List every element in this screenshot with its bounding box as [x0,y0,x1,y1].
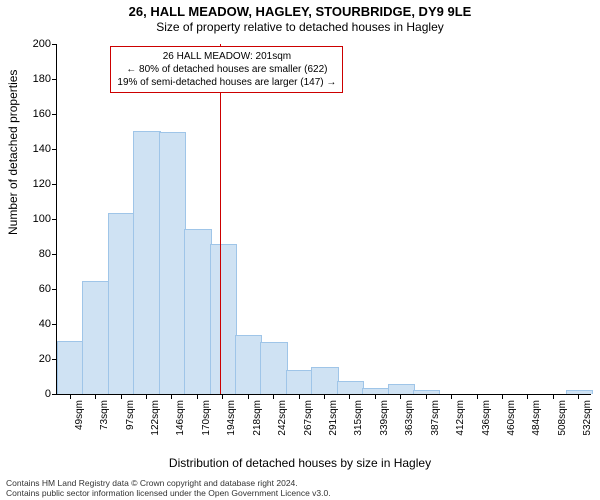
histogram-bar [413,390,440,395]
x-tick-mark [400,394,401,399]
x-tick-mark [146,394,147,399]
y-tick-mark [52,44,57,45]
x-tick-label: 194sqm [226,400,230,436]
x-tick-label: 436sqm [481,400,485,436]
x-tick-mark [349,394,350,399]
y-tick-label: 100 [21,213,51,225]
y-tick-label: 60 [21,283,51,295]
x-tick-mark [222,394,223,399]
x-tick-label: 412sqm [455,400,459,436]
histogram-bar [57,341,84,395]
histogram-bar [108,213,135,394]
x-tick-label: 267sqm [303,400,307,436]
x-tick-mark [273,394,274,399]
x-tick-mark [95,394,96,399]
x-tick-label: 49sqm [74,400,78,430]
y-tick-mark [52,79,57,80]
histogram-bar [235,335,262,394]
footer-attribution: Contains HM Land Registry data © Crown c… [6,478,331,498]
x-tick-mark [451,394,452,399]
chart-subtitle: Size of property relative to detached ho… [0,19,600,34]
info-box-line: 26 HALL MEADOW: 201sqm [117,50,336,63]
x-tick-mark [197,394,198,399]
histogram-bar [337,381,364,394]
histogram-bar [184,229,211,395]
x-tick-label: 146sqm [175,400,179,436]
x-tick-mark [527,394,528,399]
histogram-bar [133,131,160,395]
histogram-bar [311,367,338,394]
x-tick-mark [171,394,172,399]
y-tick-label: 180 [21,73,51,85]
y-tick-mark [52,184,57,185]
x-tick-mark [578,394,579,399]
histogram-bar [210,244,237,394]
x-tick-label: 73sqm [99,400,103,430]
x-tick-label: 387sqm [430,400,434,436]
histogram-bar [82,281,109,394]
info-box-line: 19% of semi-detached houses are larger (… [117,76,336,89]
x-tick-label: 363sqm [404,400,408,436]
footer-line2: Contains public sector information licen… [6,488,331,498]
histogram-bar [362,388,389,394]
x-tick-mark [299,394,300,399]
x-tick-label: 339sqm [379,400,383,436]
plot-area: 02040608010012014016018020049sqm73sqm97s… [56,44,591,395]
chart-title: 26, HALL MEADOW, HAGLEY, STOURBRIDGE, DY… [0,0,600,19]
y-tick-label: 120 [21,178,51,190]
x-tick-label: 218sqm [252,400,256,436]
x-tick-mark [502,394,503,399]
y-tick-label: 200 [21,38,51,50]
x-tick-label: 170sqm [201,400,205,436]
x-tick-label: 532sqm [582,400,586,436]
x-tick-label: 484sqm [531,400,535,436]
marker-line [220,44,221,394]
x-tick-mark [70,394,71,399]
x-tick-mark [553,394,554,399]
x-tick-label: 508sqm [557,400,561,436]
x-tick-mark [375,394,376,399]
x-tick-label: 97sqm [125,400,129,430]
x-tick-label: 315sqm [353,400,357,436]
y-tick-label: 140 [21,143,51,155]
info-box-line: ← 80% of detached houses are smaller (62… [117,63,336,76]
x-tick-label: 291sqm [328,400,332,436]
x-tick-label: 460sqm [506,400,510,436]
x-tick-mark [324,394,325,399]
y-tick-label: 0 [21,388,51,400]
x-axis-label: Distribution of detached houses by size … [0,456,600,470]
y-tick-mark [52,289,57,290]
y-tick-label: 40 [21,318,51,330]
histogram-bar [388,384,415,394]
y-tick-mark [52,324,57,325]
y-axis-label: Number of detached properties [6,70,20,235]
y-tick-label: 20 [21,353,51,365]
y-tick-label: 160 [21,108,51,120]
x-tick-mark [121,394,122,399]
x-tick-mark [426,394,427,399]
y-tick-mark [52,219,57,220]
y-tick-label: 80 [21,248,51,260]
histogram-bar [159,132,186,394]
x-tick-label: 242sqm [277,400,281,436]
x-tick-mark [248,394,249,399]
x-tick-mark [477,394,478,399]
histogram-bar [260,342,287,394]
y-tick-mark [52,254,57,255]
y-tick-mark [52,394,57,395]
info-box: 26 HALL MEADOW: 201sqm← 80% of detached … [110,46,343,93]
histogram-bar [286,370,313,394]
y-tick-mark [52,114,57,115]
footer-line1: Contains HM Land Registry data © Crown c… [6,478,331,488]
y-tick-mark [52,149,57,150]
x-tick-label: 122sqm [150,400,154,436]
